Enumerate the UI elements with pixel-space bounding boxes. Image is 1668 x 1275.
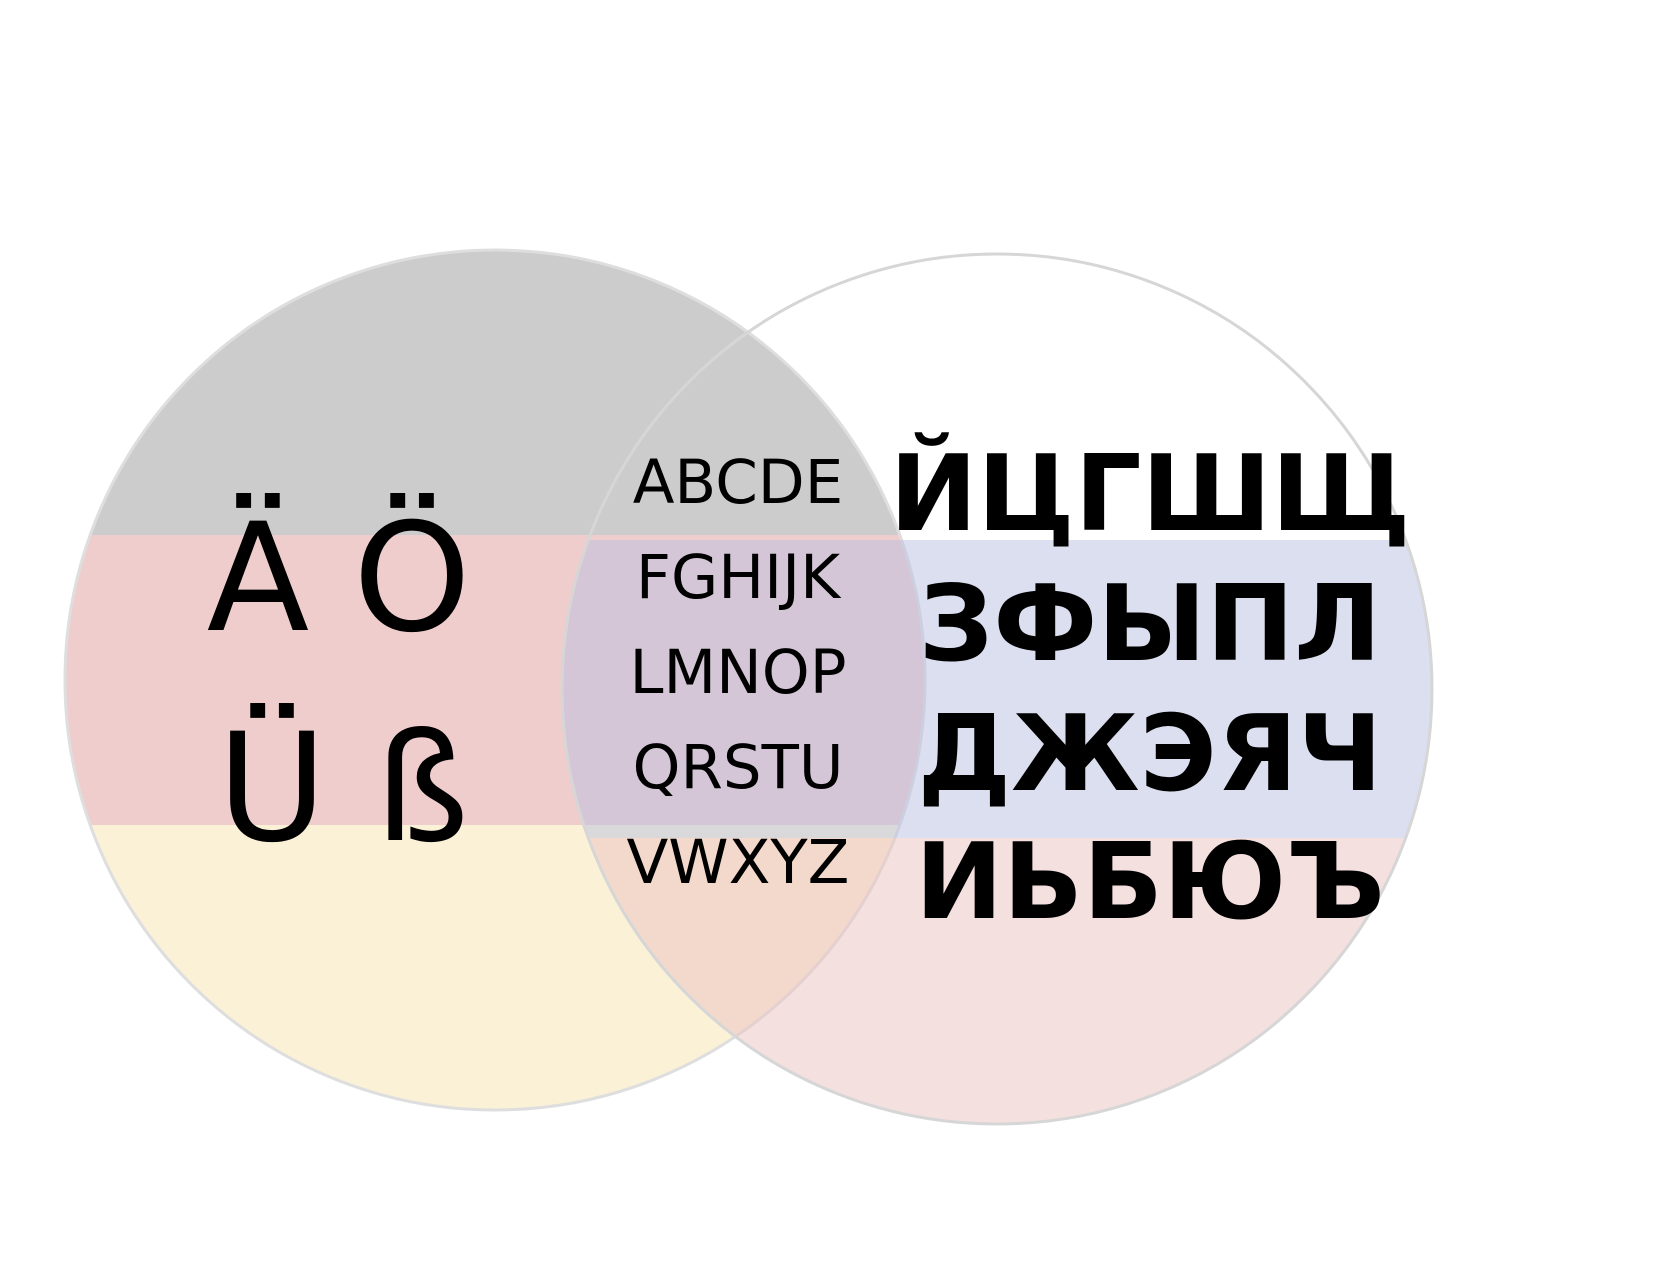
latin-row: FGHIJK — [636, 542, 842, 613]
german-letter: Ü — [217, 702, 327, 876]
cyrillic-row: ИЬБЮЪ — [915, 821, 1385, 943]
cyrillic-row: ДЖЭЯЧ — [918, 693, 1383, 815]
latin-row: QRSTU — [632, 732, 843, 803]
latin-row: LMNOP — [629, 637, 846, 708]
latin-row: ABCDE — [633, 447, 844, 518]
german-letter: Ä — [207, 492, 310, 666]
latin-letters: ABCDE FGHIJK LMNOP QRSTU VWXYZ — [627, 447, 850, 898]
german-letter: Ö — [353, 492, 471, 666]
german-letter: ß — [375, 702, 469, 876]
german-letters: Ä Ö Ü ß — [207, 492, 471, 876]
right-band-middle — [562, 540, 1432, 838]
cyrillic-letters: ЙЦГШЩ ЗФЫПЛ ДЖЭЯЧ ИЬБЮЪ — [889, 432, 1410, 943]
cyrillic-row: ЗФЫПЛ — [919, 563, 1382, 685]
latin-row: VWXYZ — [627, 827, 850, 898]
cyrillic-row: ЙЦГШЩ — [889, 432, 1410, 555]
right-circle-outline — [560, 252, 1434, 1126]
